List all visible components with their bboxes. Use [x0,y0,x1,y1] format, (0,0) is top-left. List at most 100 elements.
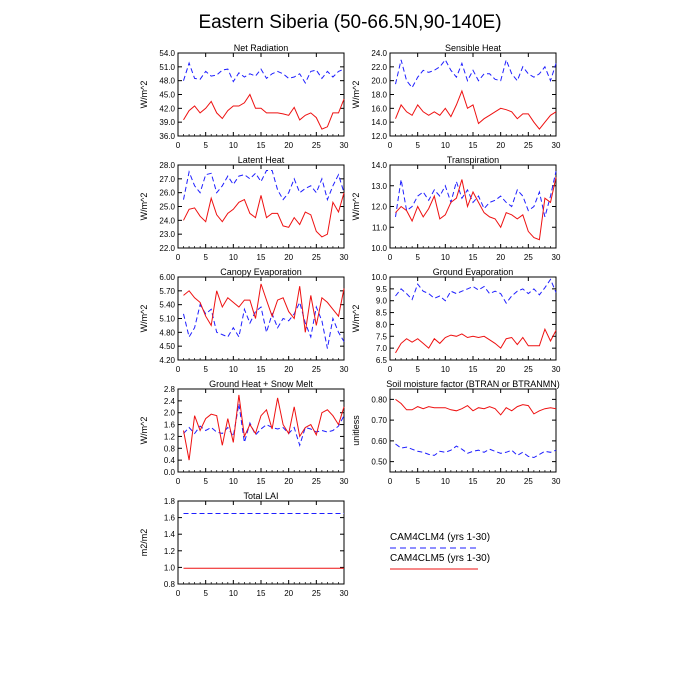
y-tick-label: 20.0 [371,77,387,86]
y-tick-label: 13.0 [371,182,387,191]
y-tick-label: 9.5 [376,285,388,294]
plot-frame [389,276,557,361]
panel-title: Latent Heat [238,155,285,165]
panels: Net Radiation W/m^2 0 5 10 15 20 25 30 36.0 39.0 42… [139,43,561,598]
y-tick-label: 0.4 [164,456,176,465]
panel-title: Soil moisture factor (BTRAN or BTRANMN) [386,379,560,389]
panel-title: Ground Heat + Snow Melt [209,379,313,389]
y-axis-label: W/m^2 [139,305,149,333]
y-tick-label: 14.0 [371,161,387,170]
x-tick-label: 25 [524,477,533,486]
x-tick-label: 25 [524,365,533,374]
y-tick-label: 8.5 [376,309,388,318]
x-tick-label: 25 [312,253,321,262]
y-axis-label: unitless [351,415,361,446]
panel-title: Net Radiation [234,43,289,53]
x-tick-label: 30 [552,141,561,150]
y-tick-label: 6.00 [159,273,175,282]
x-tick-label: 0 [176,589,181,598]
y-tick-label: 1.8 [164,497,176,506]
panel-2: Sensible Heat W/m^2 0 5 10 15 20 25 30 12.0 14.0 16… [351,43,561,150]
x-tick-label: 30 [552,477,561,486]
series-line-clm5 [183,283,345,333]
y-tick-label: 1.0 [164,563,176,572]
x-tick-label: 0 [388,253,393,262]
series-line-clm5 [395,398,557,416]
x-tick-label: 10 [441,365,450,374]
series-line-clm5 [183,394,345,461]
x-tick-label: 5 [415,477,420,486]
y-tick-label: 16.0 [371,104,387,113]
panel-4: Transpiration W/m^2 0 5 10 15 20 25 30 10.0 11.0 12… [351,155,561,262]
x-tick-label: 20 [496,477,505,486]
y-tick-label: 2.0 [164,409,176,418]
x-tick-label: 5 [415,253,420,262]
x-tick-label: 15 [257,365,266,374]
x-tick-label: 0 [388,365,393,374]
series-line-clm4 [183,300,345,349]
y-tick-label: 12.0 [371,203,387,212]
y-tick-label: 4.20 [159,356,175,365]
series-line-clm4 [395,58,557,89]
y-tick-label: 0.8 [164,444,176,453]
y-tick-label: 9.0 [376,297,388,306]
panel-6: Ground Evaporation W/m^2 0 5 10 15 20 25 30 6.5 7.… [351,267,561,374]
y-tick-label: 10.0 [371,244,387,253]
y-tick-label: 23.0 [159,230,175,239]
x-tick-label: 25 [312,141,321,150]
x-tick-label: 10 [441,477,450,486]
series-line-clm5 [395,177,557,241]
x-tick-label: 15 [257,253,266,262]
y-tick-label: 24.0 [159,216,175,225]
y-axis-label: W/m^2 [139,81,149,109]
y-tick-label: 2.8 [164,385,176,394]
y-tick-label: 1.2 [164,547,176,556]
x-tick-label: 15 [257,141,266,150]
plot-frame [177,276,345,361]
series-line-clm4 [183,61,345,85]
x-tick-label: 20 [496,365,505,374]
x-tick-label: 20 [496,253,505,262]
series-line-clm4 [183,170,345,202]
y-axis-label: m2/m2 [139,529,149,557]
x-tick-label: 25 [312,477,321,486]
y-tick-label: 11.0 [372,223,388,232]
y-tick-label: 45.0 [159,91,175,100]
y-tick-label: 0.8 [164,580,176,589]
x-tick-label: 10 [229,365,238,374]
x-tick-label: 15 [469,477,478,486]
x-tick-label: 20 [284,253,293,262]
x-tick-label: 30 [552,253,561,262]
x-tick-label: 0 [176,141,181,150]
x-tick-label: 5 [203,141,208,150]
y-tick-label: 24.0 [371,49,387,58]
x-tick-label: 15 [469,365,478,374]
x-tick-label: 5 [203,477,208,486]
x-tick-label: 5 [203,253,208,262]
x-tick-label: 30 [340,477,349,486]
series-line-clm4 [395,443,557,459]
y-tick-label: 6.5 [376,356,388,365]
x-tick-label: 0 [388,477,393,486]
plot-frame [389,164,557,249]
panel-8: Soil moisture factor (BTRAN or BTRANMN) u… [351,379,561,486]
legend: CAM4CLM4 (yrs 1-30) CAM4CLM5 (yrs 1-30) [390,532,490,570]
x-tick-label: 20 [284,477,293,486]
y-tick-label: 25.0 [159,203,175,212]
y-tick-label: 39.0 [159,118,175,127]
x-tick-label: 10 [229,141,238,150]
panel-3: Latent Heat W/m^2 0 5 10 15 20 25 30 22.0 23.0 24.0… [139,155,349,262]
y-tick-label: 5.10 [159,315,175,324]
x-tick-label: 10 [229,477,238,486]
x-tick-label: 30 [340,365,349,374]
series-line-clm5 [183,192,345,238]
panel-1: Net Radiation W/m^2 0 5 10 15 20 25 30 36.0 39.0 42… [139,43,349,150]
y-tick-label: 28.0 [159,161,175,170]
y-tick-label: 1.6 [164,514,176,523]
x-tick-label: 20 [284,141,293,150]
x-tick-label: 5 [415,141,420,150]
legend-label-clm4: CAM4CLM4 (yrs 1-30) [390,532,490,543]
y-tick-label: 10.0 [371,273,387,282]
y-tick-label: 14.0 [371,118,387,127]
y-tick-label: 4.50 [159,342,175,351]
